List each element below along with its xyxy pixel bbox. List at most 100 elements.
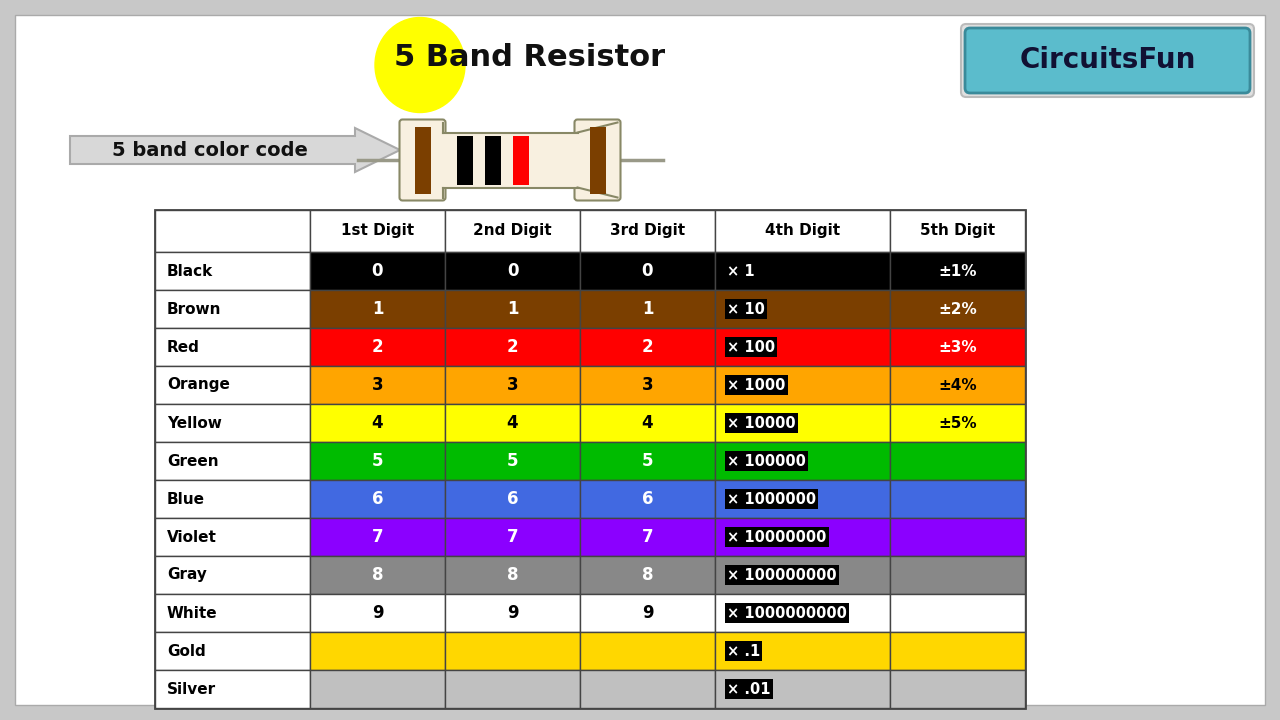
Bar	[580, 366, 716, 404]
Text: 7: 7	[371, 528, 383, 546]
Text: × 10000: × 10000	[727, 415, 796, 431]
Bar	[155, 210, 1025, 708]
Bar	[580, 404, 716, 442]
Text: 6: 6	[641, 490, 653, 508]
Text: Gold: Gold	[166, 644, 206, 659]
Text: Red: Red	[166, 340, 200, 354]
Text: Brown: Brown	[166, 302, 221, 317]
Bar	[155, 442, 310, 480]
Bar	[716, 366, 890, 404]
Text: ±4%: ±4%	[938, 377, 977, 392]
Bar	[445, 518, 580, 556]
Text: 8: 8	[641, 566, 653, 584]
Text: 3: 3	[641, 376, 653, 394]
Bar	[580, 442, 716, 480]
Bar	[155, 252, 310, 290]
Bar	[580, 632, 716, 670]
Bar	[716, 632, 890, 670]
Bar	[155, 328, 310, 366]
Text: ±3%: ±3%	[938, 340, 977, 354]
Text: Violet: Violet	[166, 529, 216, 544]
Bar	[716, 670, 890, 708]
Text: Yellow: Yellow	[166, 415, 221, 431]
Text: 5: 5	[507, 452, 518, 470]
Bar	[890, 594, 1025, 632]
Text: 2: 2	[371, 338, 383, 356]
Bar	[155, 556, 310, 594]
FancyBboxPatch shape	[575, 120, 621, 200]
Text: 7: 7	[507, 528, 518, 546]
Polygon shape	[70, 128, 399, 172]
Text: 4th Digit: 4th Digit	[765, 223, 840, 238]
Bar	[155, 404, 310, 442]
Text: ±5%: ±5%	[938, 415, 977, 431]
Bar	[310, 594, 445, 632]
Text: 8: 8	[371, 566, 383, 584]
Bar	[716, 594, 890, 632]
Bar	[890, 556, 1025, 594]
Bar	[155, 480, 310, 518]
Bar	[890, 366, 1025, 404]
Bar	[485, 135, 500, 184]
Text: 4: 4	[371, 414, 383, 432]
Text: × 1000000: × 1000000	[727, 492, 817, 506]
Bar	[580, 556, 716, 594]
Text: Blue: Blue	[166, 492, 205, 506]
Bar	[310, 210, 445, 252]
Bar	[580, 518, 716, 556]
Bar	[716, 404, 890, 442]
Text: 9: 9	[641, 604, 653, 622]
Text: 5 band color code: 5 band color code	[113, 140, 308, 160]
Text: 1: 1	[507, 300, 518, 318]
Bar	[310, 556, 445, 594]
Text: Gray: Gray	[166, 567, 207, 582]
Bar	[310, 290, 445, 328]
Text: 5th Digit: 5th Digit	[920, 223, 995, 238]
Text: 4: 4	[641, 414, 653, 432]
Bar	[580, 290, 716, 328]
Text: 5: 5	[371, 452, 383, 470]
Text: 2nd Digit: 2nd Digit	[474, 223, 552, 238]
Bar	[445, 670, 580, 708]
Bar	[716, 442, 890, 480]
Text: 3: 3	[371, 376, 383, 394]
Bar	[310, 670, 445, 708]
Bar	[890, 404, 1025, 442]
Text: 2: 2	[641, 338, 653, 356]
Polygon shape	[577, 122, 617, 197]
Text: 5 Band Resistor: 5 Band Resistor	[394, 43, 666, 73]
Bar	[310, 442, 445, 480]
Bar	[445, 632, 580, 670]
Bar	[415, 127, 430, 194]
FancyBboxPatch shape	[961, 24, 1254, 97]
Bar	[445, 328, 580, 366]
Bar	[445, 442, 580, 480]
Text: CircuitsFun: CircuitsFun	[1019, 47, 1196, 74]
Bar	[445, 404, 580, 442]
Text: 0: 0	[371, 262, 383, 280]
Bar	[890, 290, 1025, 328]
Bar	[580, 210, 716, 252]
Bar	[590, 127, 605, 194]
Bar	[890, 328, 1025, 366]
Text: ±2%: ±2%	[938, 302, 977, 317]
Bar	[155, 594, 310, 632]
Bar	[155, 366, 310, 404]
Text: 9: 9	[371, 604, 383, 622]
Text: × 10000000: × 10000000	[727, 529, 827, 544]
Ellipse shape	[375, 17, 465, 112]
Text: × 100000000: × 100000000	[727, 567, 837, 582]
Bar	[310, 328, 445, 366]
Text: 8: 8	[507, 566, 518, 584]
Bar	[310, 632, 445, 670]
Bar	[890, 480, 1025, 518]
Bar	[310, 252, 445, 290]
Text: × .01: × .01	[727, 682, 771, 696]
Bar	[716, 328, 890, 366]
Bar	[716, 252, 890, 290]
Text: 1: 1	[371, 300, 383, 318]
Text: × 100000: × 100000	[727, 454, 806, 469]
Bar	[445, 480, 580, 518]
Text: 5: 5	[641, 452, 653, 470]
Text: 9: 9	[507, 604, 518, 622]
